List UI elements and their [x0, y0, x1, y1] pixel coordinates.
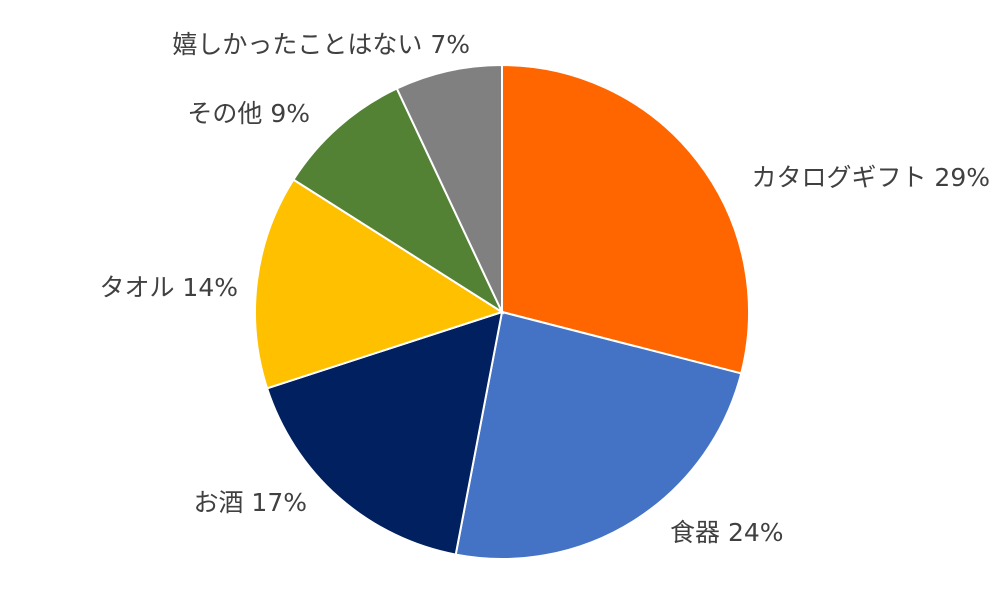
slice-label-name: 食器 — [670, 518, 720, 547]
pie-slices — [254, 63, 750, 560]
pie-slice-4 — [292, 87, 505, 315]
slice-label-1: 食器 24% — [670, 518, 784, 547]
slice-label-value: 9% — [262, 99, 310, 128]
slice-label-0: カタログギフト 29% — [751, 163, 990, 192]
slice-label-3: タオル 14% — [99, 273, 238, 302]
pie-slice-3 — [254, 178, 505, 390]
pie-slice-1 — [454, 310, 743, 560]
slice-label-value: 17% — [243, 488, 307, 517]
pie-slice-2 — [265, 310, 504, 556]
slice-label-value: 14% — [174, 273, 238, 302]
slice-label-value: 24% — [720, 518, 784, 547]
pie-slice-5 — [395, 63, 503, 313]
slice-label-name: 嬉しかったことはない — [172, 30, 422, 59]
slice-label-name: お酒 — [193, 488, 243, 517]
pie-slice-0 — [501, 63, 750, 375]
slice-label-5: 嬉しかったことはない 7% — [172, 30, 470, 59]
slice-label-value: 7% — [422, 30, 470, 59]
slice-label-4: その他 9% — [187, 99, 310, 128]
pie-labels: カタログギフト 29% 食器 24% お酒 17% タオル 14% その他 9% 嬉しかっ… — [99, 30, 990, 547]
slice-label-2: お酒 17% — [193, 488, 307, 517]
slice-label-name: その他 — [187, 99, 262, 128]
slice-label-value: 29% — [926, 163, 990, 192]
slice-label-name: カタログギフト — [751, 163, 926, 192]
slice-label-name: タオル — [99, 273, 174, 302]
